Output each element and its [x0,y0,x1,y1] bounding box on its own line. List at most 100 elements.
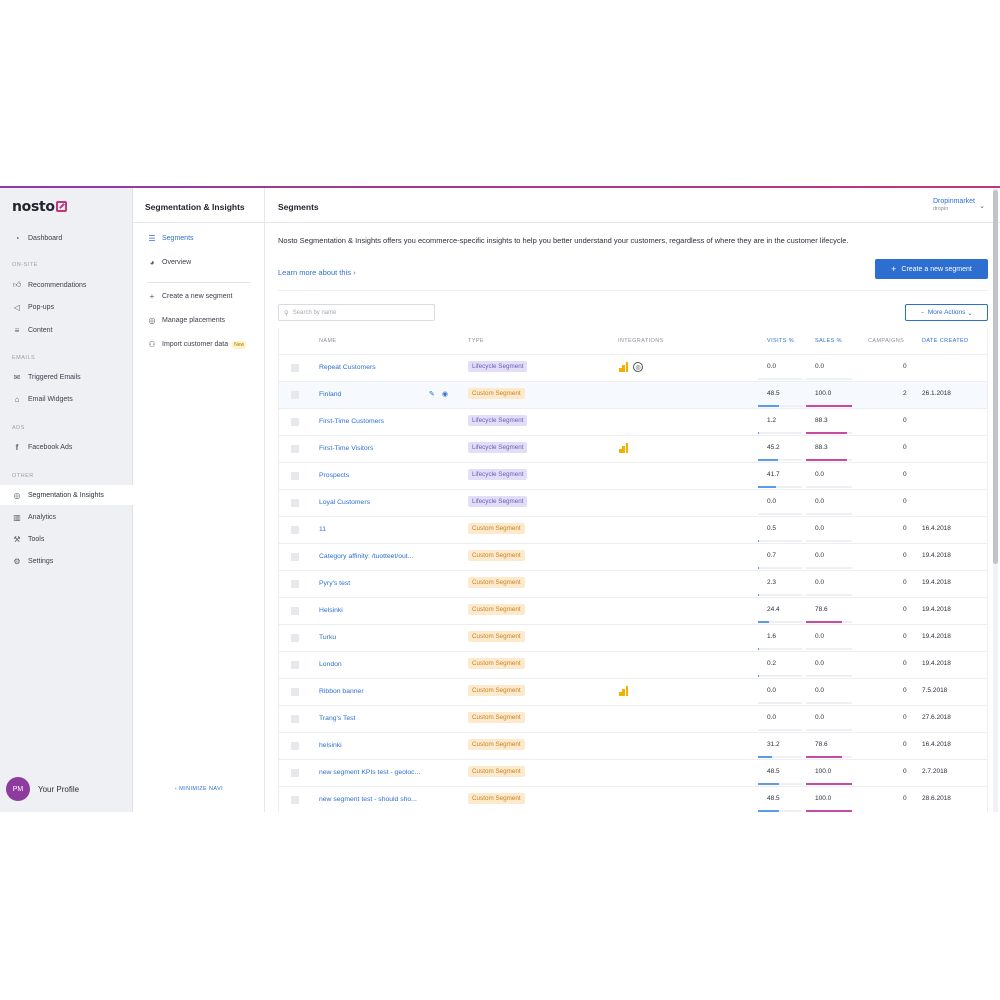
visits-value: 0.0 [767,498,777,505]
segment-name-link[interactable]: Trang's Test [319,715,356,722]
nav-item-triggered-emails[interactable]: ✉ Triggered Emails [0,367,133,387]
subnav-item-manage-placements[interactable]: ◎ Manage placements [147,316,226,325]
nav-item-popups[interactable]: ◁ Pop-ups [0,297,133,317]
segment-name-link[interactable]: London [319,661,342,668]
segment-name-link[interactable]: 11 [319,526,327,533]
sales-bar-fill [806,756,843,758]
minimize-navi-link[interactable]: ‹ MINIMIZE NAVI [175,786,223,792]
row-checkbox[interactable] [291,688,299,696]
nav-item-content[interactable]: ≡ Content [0,320,133,340]
view-icon[interactable]: ◉ [441,391,448,398]
column-header-campaigns[interactable]: CAMPAIGNS [868,338,905,344]
learn-more-link[interactable]: Learn more about this › [278,268,356,277]
segment-name-link[interactable]: Repeat Customers [319,364,376,371]
profile-link[interactable]: PM Your Profile [6,777,79,801]
table-row[interactable]: helsinki Custom Segment 31.2 78.6 0 16.4.2018 [279,733,987,760]
more-actions-button[interactable]: ··· More Actions ⌄ [905,304,988,321]
visits-bar [758,378,802,380]
subnav-item-segments[interactable]: ☰ Segments [147,234,194,243]
row-checkbox[interactable] [291,391,299,399]
campaigns-value: 0 [903,552,907,559]
sales-bar [806,459,852,461]
sales-bar [806,513,852,515]
row-checkbox[interactable] [291,715,299,723]
page-title: Segments [278,202,319,212]
nav-item-analytics[interactable]: ▥ Analytics [0,507,133,527]
nav-item-email-widgets[interactable]: ⌂ Email Widgets [0,389,133,409]
search-input[interactable]: ⚲ Search by name [278,304,435,321]
nav-item-label: Facebook Ads [28,443,73,451]
nosto-logo[interactable]: nosto [12,199,67,215]
create-segment-button[interactable]: + Create a new segment [875,259,988,279]
segment-name-link[interactable]: Finland [319,391,342,398]
table-row[interactable]: Helsinki Custom Segment 24.4 78.6 0 19.4.2018 [279,598,987,625]
segment-name-link[interactable]: Pyry's test [319,580,351,587]
account-switcher[interactable]: Dropinmarket dropin ⌄ [932,198,985,212]
table-row[interactable]: Prospects Lifecycle Segment 41.7 0.0 0 [279,463,987,490]
segment-name-link[interactable]: Loyal Customers [319,499,370,506]
table-row[interactable]: Loyal Customers Lifecycle Segment 0.0 0.0 0 [279,490,987,517]
segment-name-link[interactable]: Ribbon banner [319,688,364,695]
table-row[interactable]: new segment KPIs test - geoloc... Custom … [279,760,987,787]
column-header-visits[interactable]: VISITS % [767,338,795,344]
table-row[interactable]: Turku Custom Segment 1.6 0.0 0 19.4.2018 [279,625,987,652]
row-checkbox[interactable] [291,661,299,669]
more-dots-icon: ··· [920,309,924,316]
segment-name-link[interactable]: Prospects [319,472,350,479]
nav-item-settings[interactable]: ⚙ Settings [0,551,133,571]
scrollbar-thumb[interactable] [993,190,998,564]
account-name: Dropinmarket [932,198,975,205]
subnav-item-overview[interactable]: ◕ Overview [147,258,192,267]
subnav-item-create-segment[interactable]: + Create a new segment [147,292,233,301]
row-checkbox[interactable] [291,607,299,615]
row-checkbox[interactable] [291,580,299,588]
table-row[interactable]: London Custom Segment 0.2 0.0 0 19.4.2018 [279,652,987,679]
column-header-type[interactable]: TYPE [468,338,484,344]
nav-item-recommendations[interactable]: 👍︎ Recommendations [0,275,133,295]
row-checkbox[interactable] [291,769,299,777]
segment-name-link[interactable]: new segment test - should sho... [319,796,417,803]
table-row[interactable]: Trang's Test Custom Segment 0.0 0.0 0 27.6.20… [279,706,987,733]
row-checkbox[interactable] [291,364,299,372]
column-header-name[interactable]: NAME [319,338,337,344]
nav-item-segmentation[interactable]: ◎ Segmentation & Insights [0,485,133,505]
table-row[interactable]: Category affinity: /tuotteet/out... Custo… [279,544,987,571]
segment-name-link[interactable]: Helsinki [319,607,343,614]
row-checkbox[interactable] [291,553,299,561]
segment-name-link[interactable]: Category affinity: /tuotteet/out... [319,553,414,560]
subnav-item-label: Segments [162,235,194,242]
segment-name-link[interactable]: First-Time Visitors [319,445,374,452]
column-header-date-created[interactable]: DATE CREATED [922,338,969,344]
subnav-item-import-data[interactable]: ⚇ Import customer data New [147,340,247,349]
segment-name-link[interactable]: helsinki [319,742,342,749]
sales-value: 88.3 [815,444,828,451]
row-checkbox[interactable] [291,499,299,507]
row-checkbox[interactable] [291,796,299,804]
table-row[interactable]: Pyry's test Custom Segment 2.3 0.0 0 19.4.201… [279,571,987,598]
table-row[interactable]: Ribbon banner Custom Segment 0.0 0.0 0 7.5.20… [279,679,987,706]
table-row[interactable]: 11 Custom Segment 0.5 0.0 0 16.4.2018 [279,517,987,544]
segment-name-link[interactable]: Turku [319,634,337,641]
row-checkbox[interactable] [291,445,299,453]
row-checkbox[interactable] [291,526,299,534]
nav-item-dashboard[interactable]: ◔ Dashboard [0,228,133,248]
segment-name-link[interactable]: new segment KPIs test - geoloc... [319,769,421,776]
table-row[interactable]: new segment test - should sho... Custom S… [279,787,987,812]
row-checkbox[interactable] [291,634,299,642]
nav-item-label: Triggered Emails [28,373,81,381]
segment-name-link[interactable]: First-Time Customers [319,418,385,425]
visits-bar [758,513,802,515]
table-row[interactable]: First-Time Visitors Lifecycle Segment 45.2… [279,436,987,463]
logo-mark-icon [55,201,67,212]
table-row[interactable]: Repeat Customers Lifecycle Segment ◎ 0.0 0.0… [279,355,987,382]
row-checkbox[interactable] [291,472,299,480]
table-row[interactable]: First-Time Customers Lifecycle Segment 1.2… [279,409,987,436]
edit-icon[interactable]: ✎ [429,391,435,398]
row-checkbox[interactable] [291,742,299,750]
nav-item-facebook-ads[interactable]: f Facebook Ads [0,437,133,457]
row-checkbox[interactable] [291,418,299,426]
table-row[interactable]: Finland ✎ ◉ Custom Segment 48.5 100.0 2 26.1.20… [279,382,987,409]
subnav-item-label: Overview [162,259,192,266]
nav-item-tools[interactable]: ⚒ Tools [0,529,133,549]
column-header-sales[interactable]: SALES % [815,338,842,344]
